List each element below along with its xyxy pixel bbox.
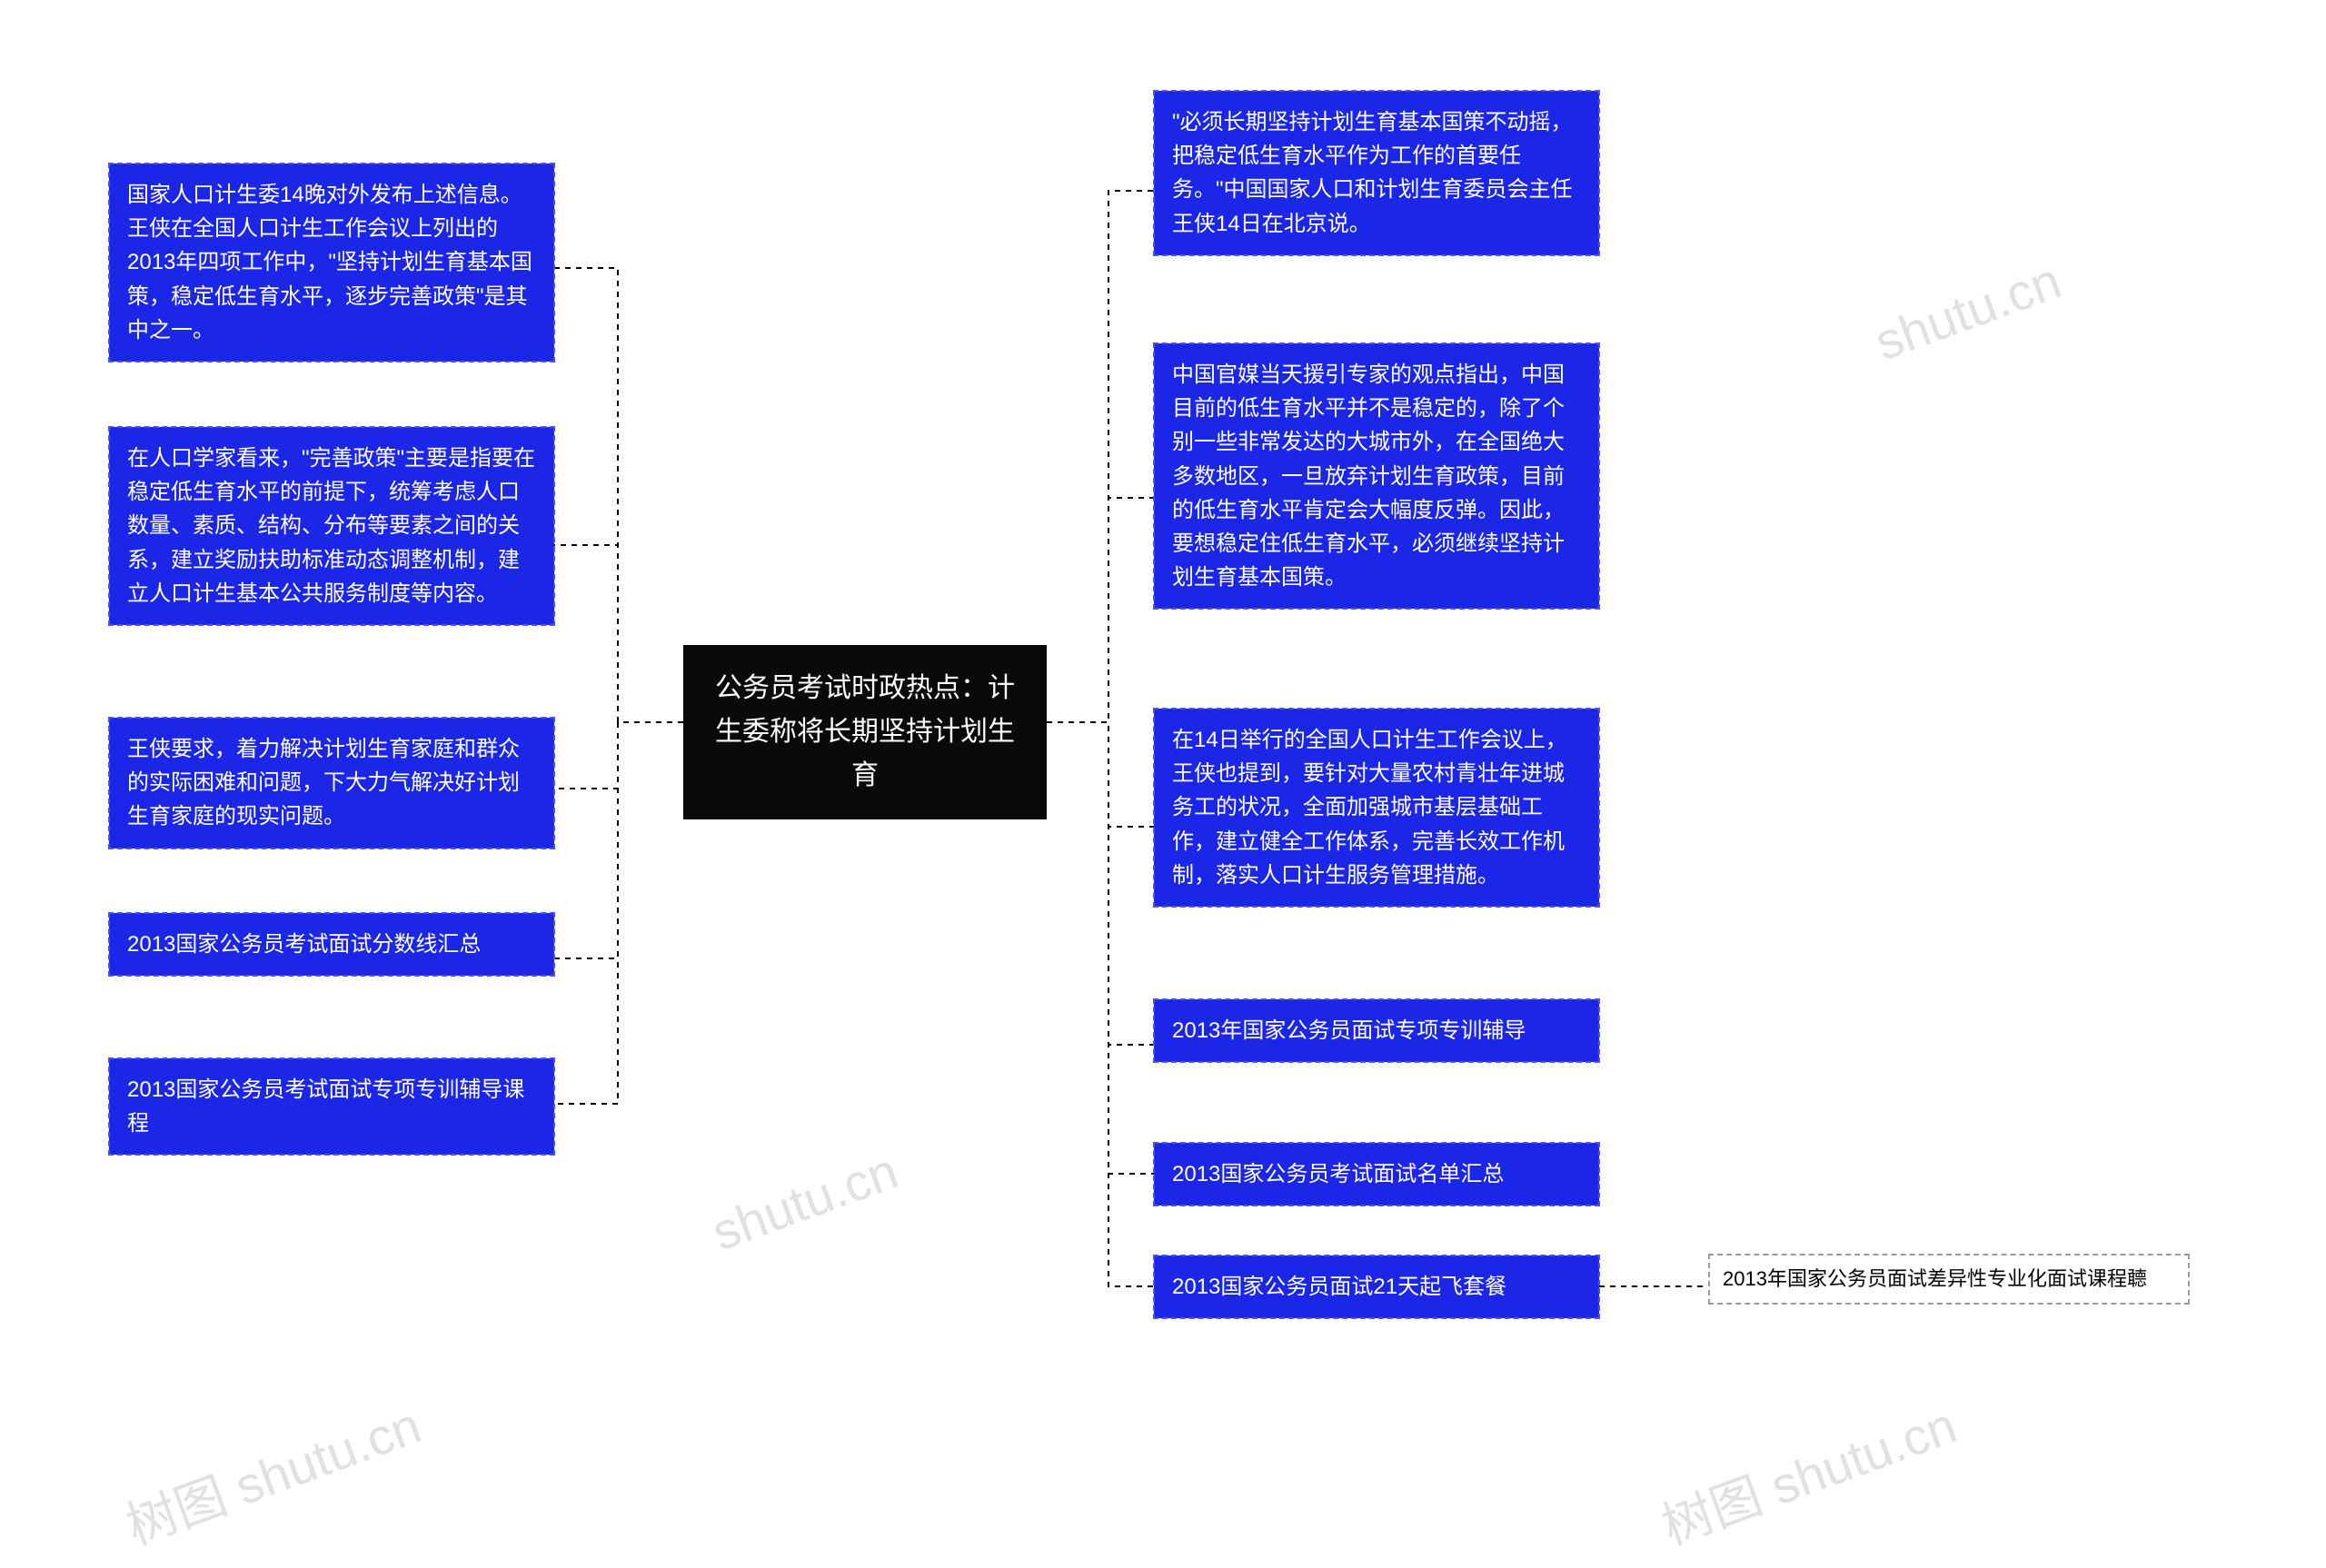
node-L5: 2013国家公务员考试面试专项专训辅导课程	[109, 1058, 554, 1155]
connector-R2	[1047, 498, 1154, 722]
node-R2: 中国官媒当天援引专家的观点指出，中国目前的低生育水平并不是稳定的，除了个别一些非…	[1154, 343, 1599, 609]
node-L1: 国家人口计生委14晚对外发布上述信息。王侠在全国人口计生工作会议上列出的2013…	[109, 164, 554, 362]
node-L2: 在人口学家看来，"完善政策"主要是指要在稳定低生育水平的前提下，统筹考虑人口数量…	[109, 427, 554, 625]
connector-L4	[554, 722, 683, 958]
node-L3: 王侠要求，着力解决计划生育家庭和群众的实际困难和问题，下大力气解决好计划生育家庭…	[109, 718, 554, 849]
connector-L3	[554, 722, 683, 789]
connector-L5	[554, 722, 683, 1104]
center-node: 公务员考试时政热点：计生委称将长期坚持计划生育	[683, 645, 1047, 819]
watermark: 树图 shutu.cn	[1650, 1384, 1965, 1559]
watermark: shutu.cn	[704, 1141, 905, 1262]
watermark: 树图 shutu.cn	[114, 1384, 430, 1559]
node-L4: 2013国家公务员考试面试分数线汇总	[109, 913, 554, 976]
connector-R3	[1047, 722, 1154, 827]
connector-R6	[1047, 722, 1154, 1286]
node-R6: 2013国家公务员面试21天起飞套餐	[1154, 1255, 1599, 1318]
node-R1: "必须长期坚持计划生育基本国策不动摇，把稳定低生育水平作为工作的首要任务。"中国…	[1154, 91, 1599, 255]
connector-R5	[1047, 722, 1154, 1174]
node-R3: 在14日举行的全国人口计生工作会议上，王侠也提到，要针对大量农村青壮年进城务工的…	[1154, 709, 1599, 907]
node-R4: 2013年国家公务员面试专项专训辅导	[1154, 999, 1599, 1062]
connector-R4	[1047, 722, 1154, 1045]
connector-L1	[554, 268, 683, 722]
connector-R1	[1047, 191, 1154, 722]
node-R5: 2013国家公务员考试面试名单汇总	[1154, 1143, 1599, 1206]
connector-L2	[554, 545, 683, 722]
leaf-R6a: 2013年国家公务员面试差异性专业化面试课程聼	[1708, 1254, 2190, 1305]
watermark: shutu.cn	[1867, 251, 2068, 372]
